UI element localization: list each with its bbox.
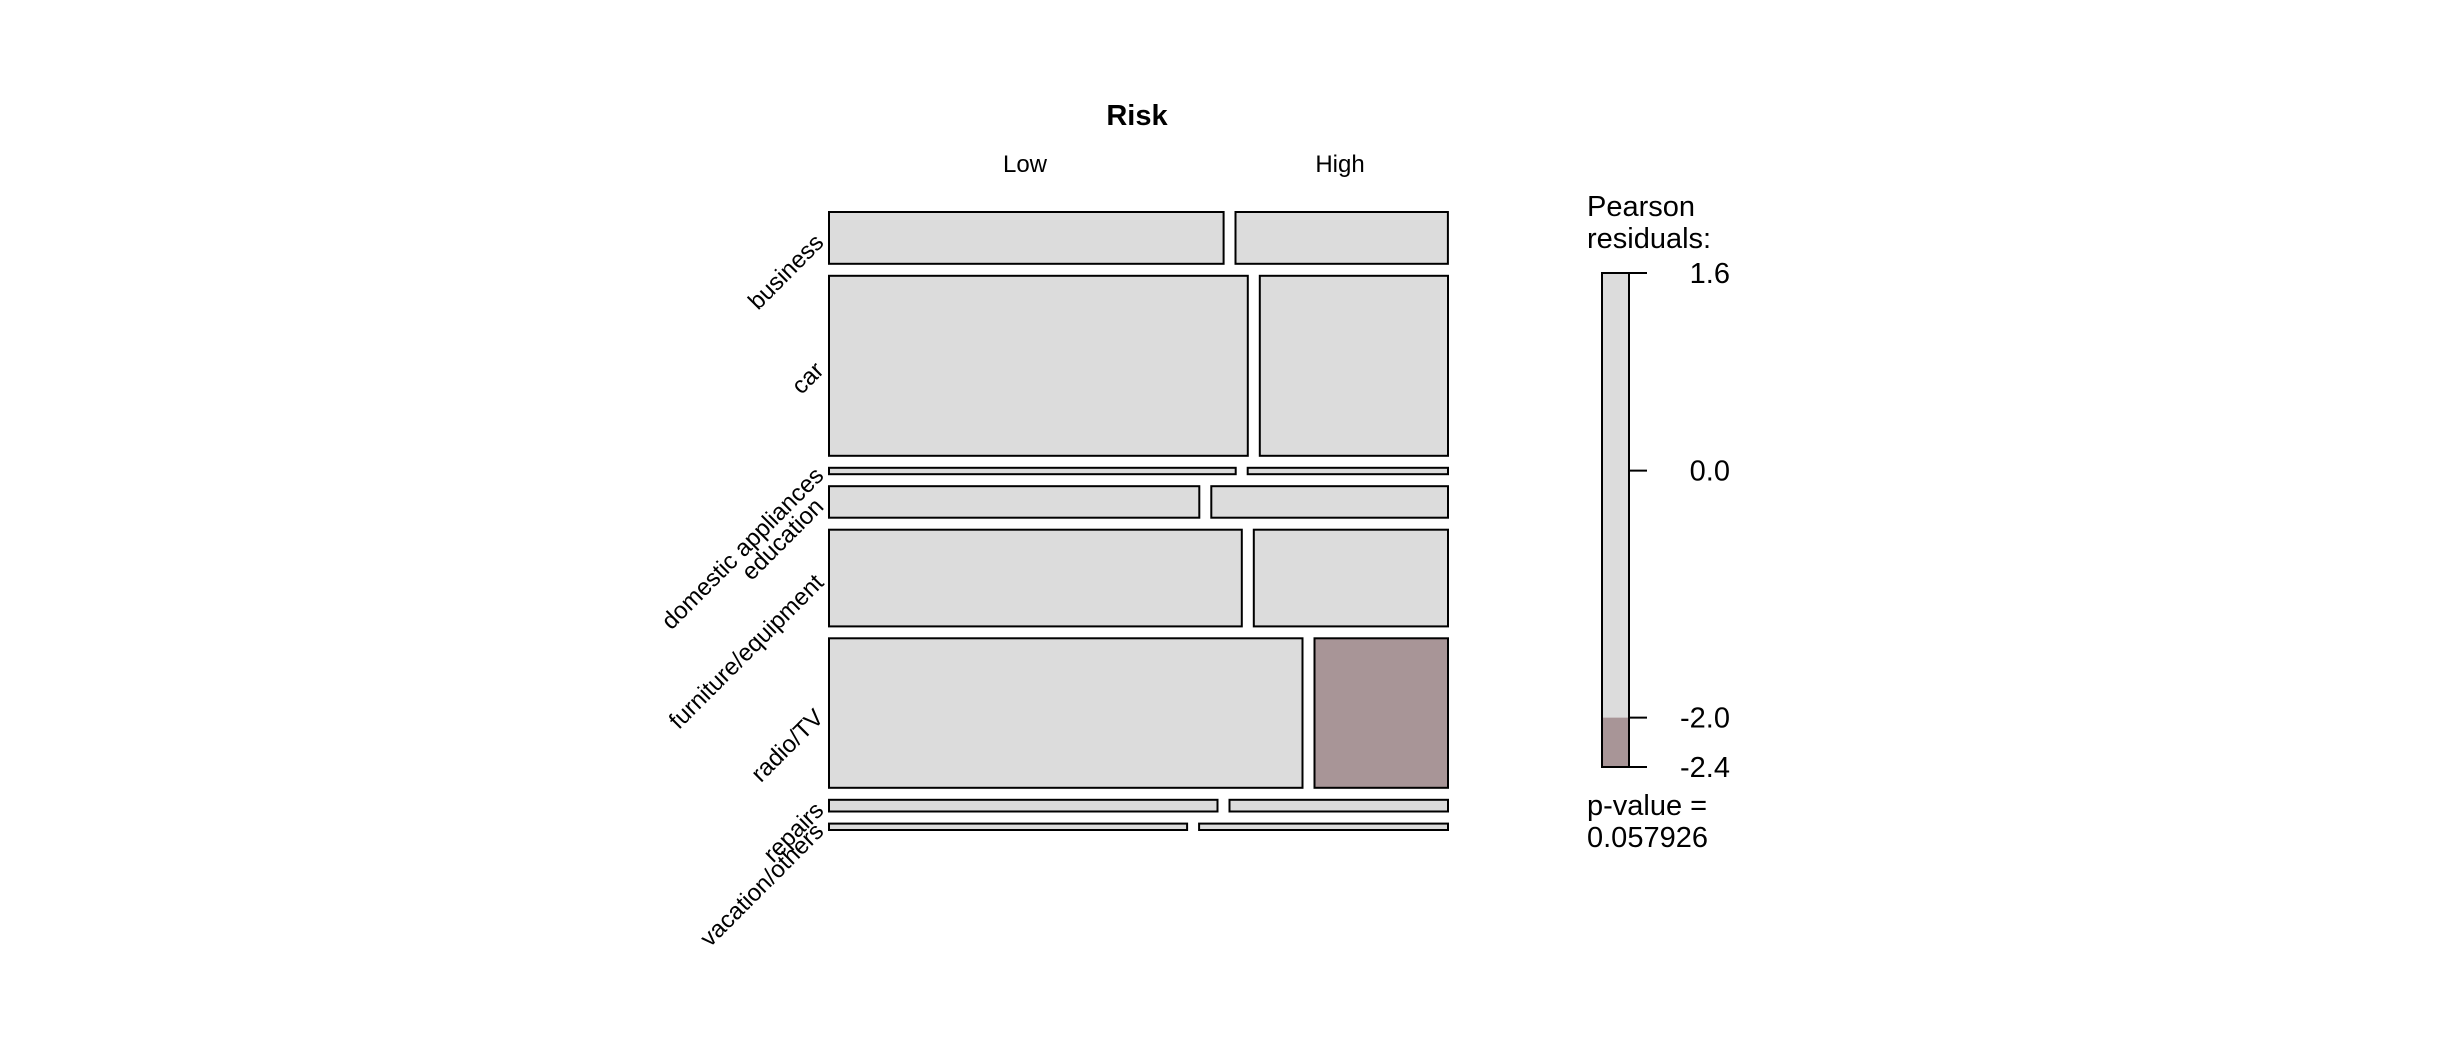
legend-ticks: 1.6 0.0 -2.0 -2.4 — [1629, 258, 1730, 784]
row-label-5: radio/TV — [746, 704, 829, 787]
mosaic-tile-low-1 — [828, 274, 1249, 457]
row-label-7: vacation/others — [695, 818, 829, 952]
legend-tick-label-2: -2.0 — [1680, 703, 1730, 735]
legend-neutral-band — [1602, 273, 1629, 718]
row-label-1: car — [787, 357, 830, 400]
legend-color-bar — [1601, 272, 1630, 768]
mosaic-tiles — [828, 211, 1450, 831]
mosaic-tile-high-5 — [1313, 637, 1449, 789]
mosaic-tile-high-2 — [1246, 466, 1449, 476]
mosaic-tile-high-1 — [1258, 274, 1450, 457]
mosaic-tile-high-7 — [1198, 822, 1449, 831]
mosaic-tile-low-5 — [828, 637, 1304, 789]
mosaic-tile-low-2 — [828, 466, 1237, 476]
column-label-low: Low — [1003, 151, 1048, 178]
column-label-high: High — [1315, 151, 1364, 178]
mosaic-tile-low-4 — [828, 528, 1243, 628]
residual-legend: Pearson residuals: 1.6 0.0 -2.0 -2.4 p-valu… — [1587, 191, 1730, 854]
mosaic-tile-high-0 — [1234, 211, 1449, 265]
p-value: 0.057926 — [1587, 822, 1708, 854]
mosaic-tile-low-6 — [828, 798, 1219, 813]
legend-negative-band — [1602, 717, 1629, 767]
mosaic-tile-low-3 — [828, 485, 1201, 519]
row-label-0: business — [743, 229, 829, 315]
mosaic-tile-high-4 — [1252, 528, 1450, 628]
mosaic-tile-low-7 — [828, 822, 1189, 831]
chart-title: Risk — [1106, 100, 1168, 132]
mosaic-tile-low-0 — [828, 211, 1225, 265]
legend-tick-label-3: -2.4 — [1680, 752, 1730, 784]
legend-title-line2: residuals: — [1587, 223, 1711, 255]
legend-tick-label-1: 0.0 — [1690, 456, 1730, 488]
legend-title-line1: Pearson — [1587, 191, 1695, 223]
mosaic-tile-high-6 — [1228, 798, 1449, 813]
p-value-label: p-value = — [1587, 790, 1707, 822]
legend-bar-outline — [1601, 272, 1630, 768]
mosaic-tile-high-3 — [1210, 485, 1450, 519]
legend-tick-label-0: 1.6 — [1690, 258, 1730, 290]
